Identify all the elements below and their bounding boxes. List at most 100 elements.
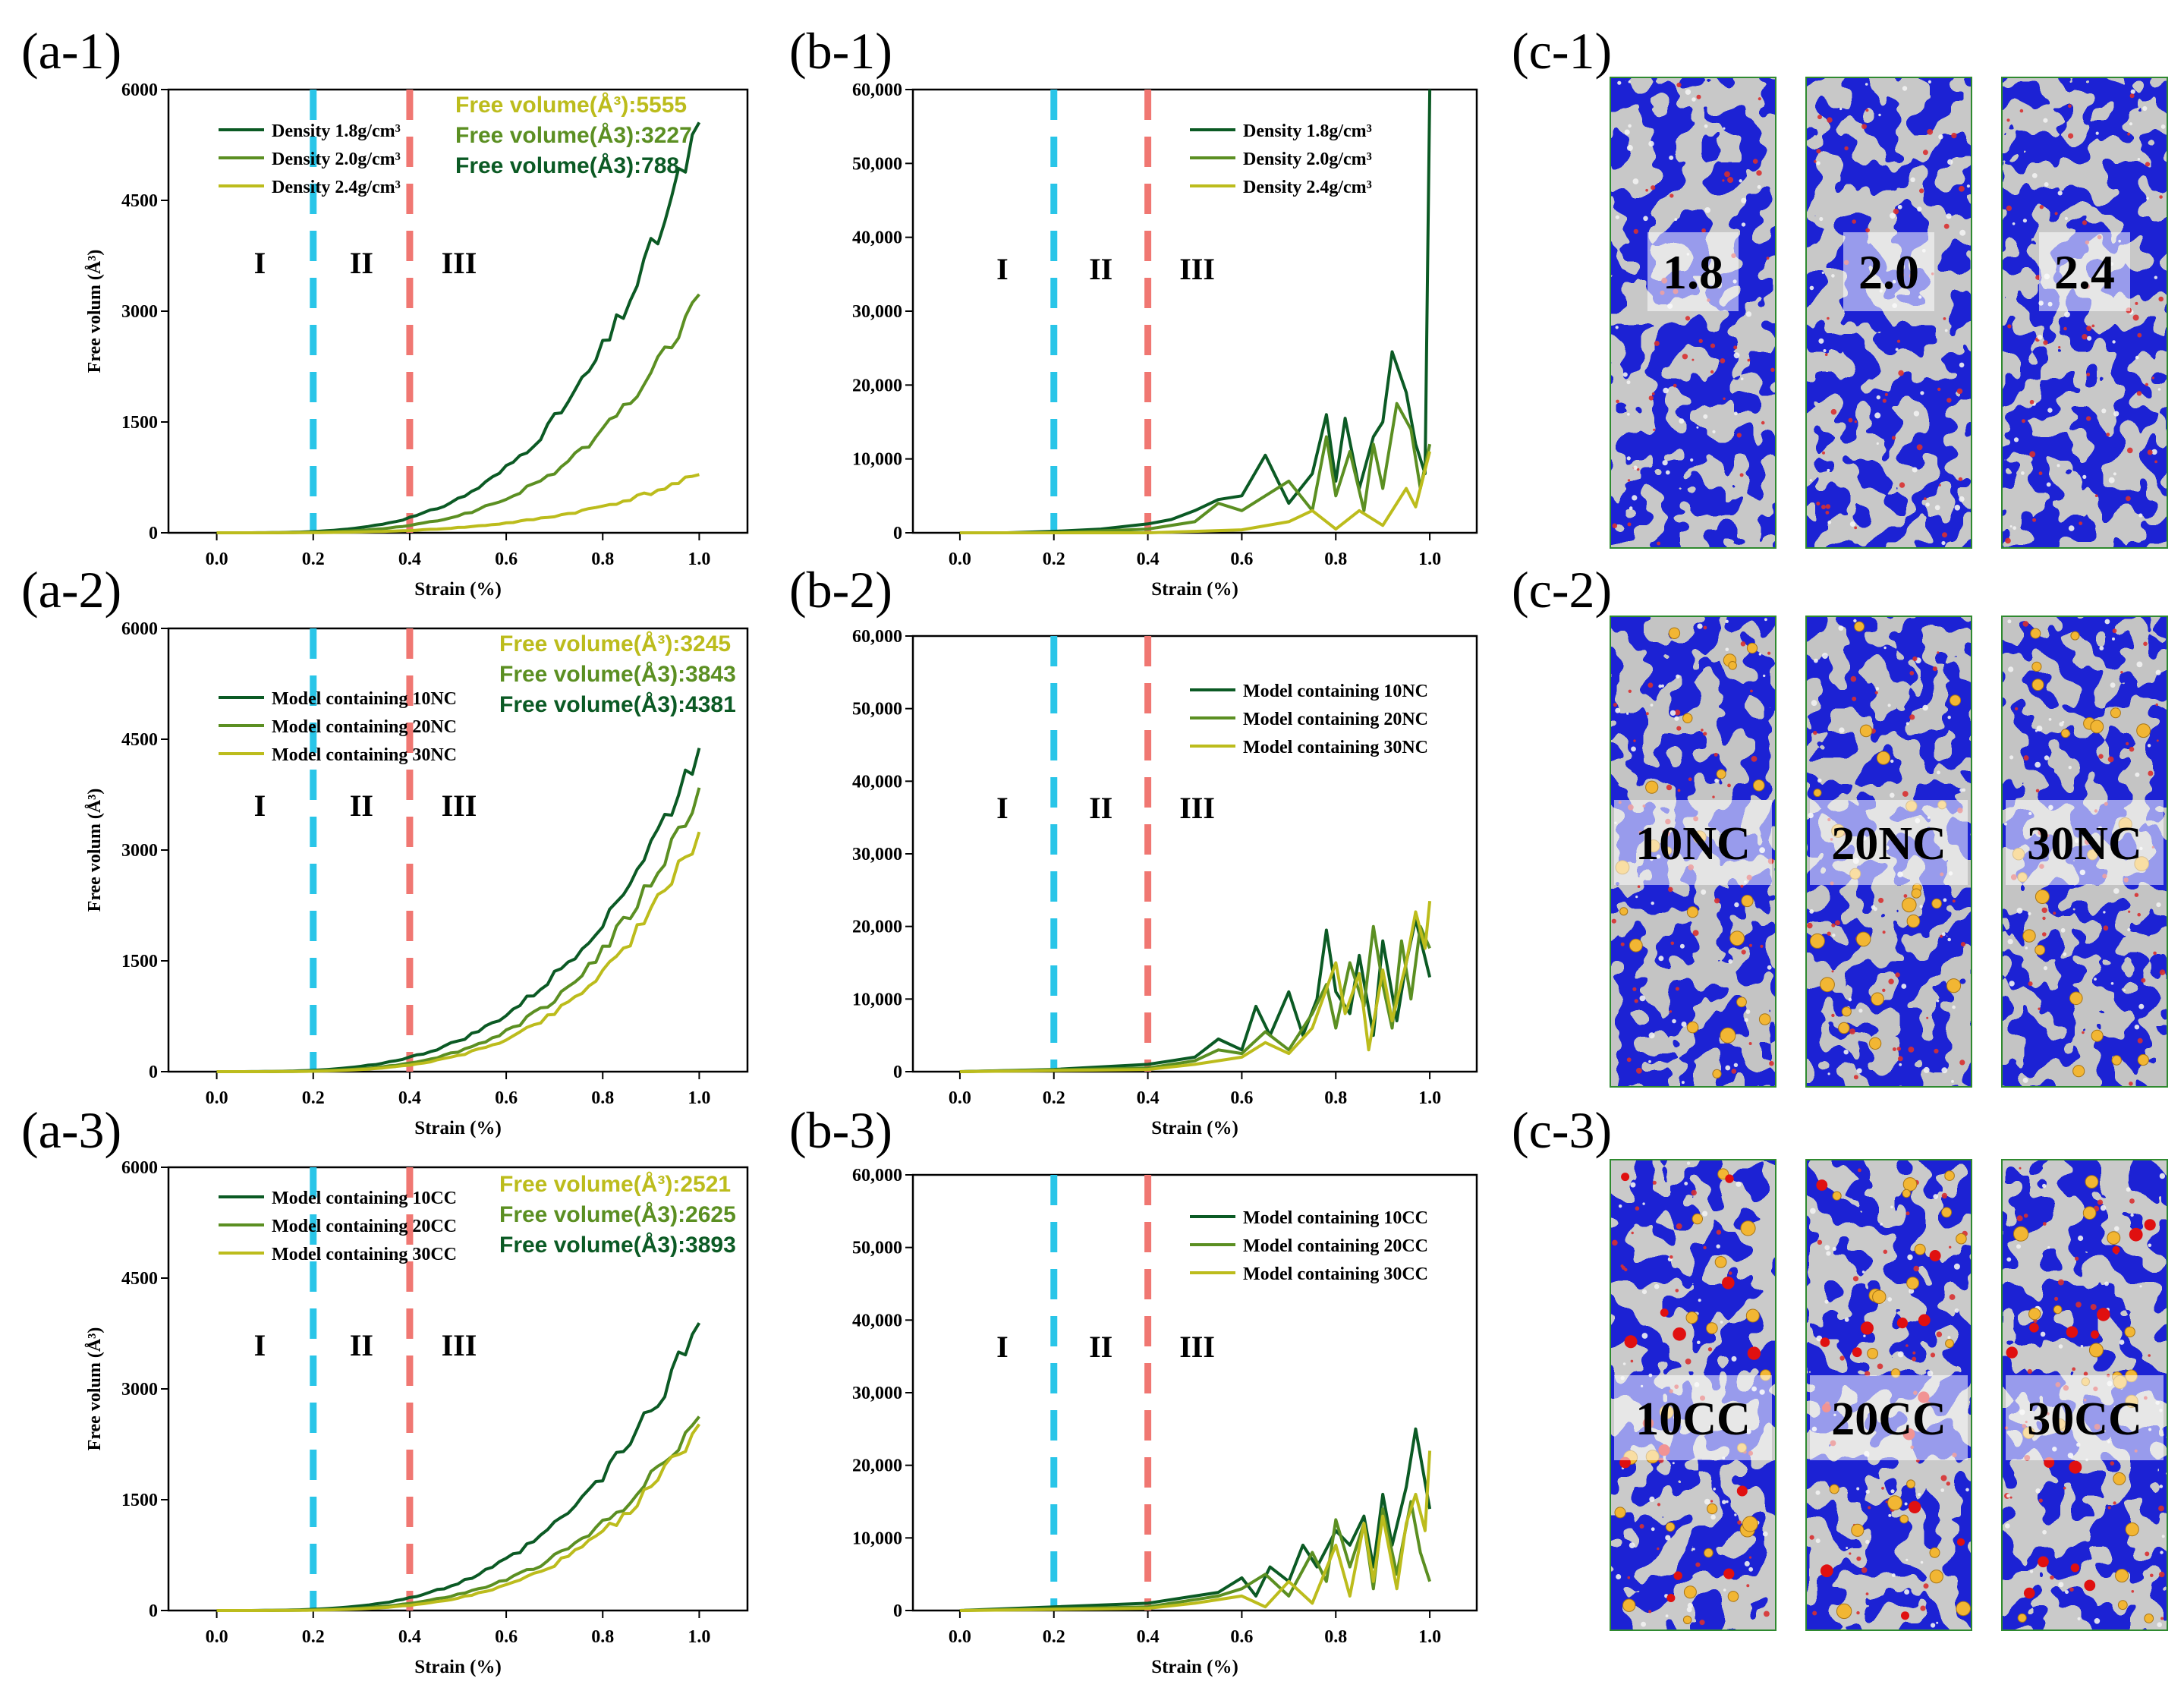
red-particle <box>2112 1245 2120 1254</box>
filler-particle <box>1813 789 1822 798</box>
atom-speckle <box>1832 1246 1836 1252</box>
atom-speckle <box>2040 1331 2046 1337</box>
region-label-2: II <box>350 789 373 823</box>
atom-speckle <box>1922 150 1928 156</box>
atom-speckle <box>1714 752 1718 757</box>
filler-particle <box>1859 724 1873 738</box>
atom-speckle <box>1883 1249 1888 1255</box>
atom-speckle <box>1626 413 1630 416</box>
red-particle <box>1901 1611 1909 1620</box>
filler-particle <box>1956 1233 1967 1245</box>
y-tick-label: 30,000 <box>852 1384 902 1403</box>
legend-label: Density 2.0g/cm³ <box>272 150 401 169</box>
atom-speckle <box>2029 451 2036 458</box>
atom-speckle <box>1893 208 1899 215</box>
atom-speckle <box>2016 1244 2021 1249</box>
atom-speckle <box>2007 324 2012 329</box>
filler-particle <box>2088 1343 2104 1358</box>
atom-speckle <box>2015 707 2019 711</box>
atom-speckle <box>2136 661 2143 668</box>
atom-speckle <box>2156 739 2159 742</box>
filler-particle <box>1729 930 1745 946</box>
atom-speckle <box>2126 496 2131 502</box>
atom-speckle <box>1848 997 1852 1002</box>
red-particle <box>1820 1564 1833 1578</box>
atom-speckle <box>2157 1622 2162 1627</box>
atom-speckle <box>1934 1048 1939 1053</box>
atom-speckle <box>1813 730 1817 735</box>
atom-speckle <box>2047 408 2053 413</box>
atom-speckle <box>2119 1340 2125 1345</box>
x-axis-label: Strain (%) <box>1151 579 1238 600</box>
atom-speckle <box>1854 526 1858 530</box>
filler-particle <box>2125 1522 2139 1537</box>
atom-speckle <box>1648 1032 1655 1039</box>
y-tick-label: 4500 <box>121 730 158 750</box>
filler-particle <box>1704 1548 1714 1558</box>
x-tick-label: 0.0 <box>206 1627 228 1647</box>
atom-speckle <box>1725 647 1729 652</box>
legend-label: Model containing 10NC <box>272 689 457 709</box>
snapshot-label: 1.8 <box>1663 245 1723 299</box>
x-tick-label: 0.4 <box>1137 1088 1160 1108</box>
red-particle <box>2091 1330 2099 1339</box>
y-tick-label: 60,000 <box>852 627 902 647</box>
atom-speckle <box>2006 118 2010 122</box>
legend-label: Density 2.4g/cm³ <box>1243 178 1372 197</box>
atom-speckle <box>1934 505 1940 511</box>
atom-speckle <box>1701 889 1707 895</box>
atom-speckle <box>1849 1028 1855 1034</box>
atom-speckle <box>1826 1251 1831 1256</box>
atom-speckle <box>1844 1317 1849 1322</box>
atom-speckle <box>1865 228 1871 233</box>
atom-speckle <box>2137 332 2142 338</box>
atom-speckle <box>2095 131 2099 135</box>
atom-speckle <box>1809 285 1814 291</box>
atom-speckle <box>2159 1485 2164 1488</box>
panel-label: (b-2) <box>789 561 892 619</box>
x-tick-label: 0.4 <box>398 1088 421 1108</box>
atom-speckle <box>1923 1583 1929 1589</box>
atom-speckle <box>1940 934 1943 938</box>
atom-speckle <box>1905 1558 1909 1561</box>
panel-label: (a-1) <box>21 22 121 80</box>
atom-speckle <box>1684 1182 1688 1185</box>
atom-speckle <box>1739 179 1742 183</box>
filler-particle <box>1706 1322 1718 1334</box>
atom-speckle <box>1630 1359 1634 1363</box>
label-band <box>2039 232 2130 311</box>
y-tick-label: 50,000 <box>852 700 902 719</box>
atom-speckle <box>1710 370 1714 374</box>
atom-speckle <box>1937 770 1940 775</box>
atom-speckle <box>2038 471 2043 476</box>
region-label-2: II <box>1089 1330 1112 1364</box>
y-tick-label: 6000 <box>121 1158 158 1178</box>
atom-speckle <box>1959 229 1966 236</box>
region-label-2: II <box>1089 252 1112 286</box>
atom-speckle <box>1949 1245 1952 1249</box>
atom-speckle <box>1882 930 1886 934</box>
region-label-3: III <box>442 246 477 280</box>
filler-particle <box>2085 1175 2099 1189</box>
atom-speckle <box>1895 348 1899 351</box>
atom-speckle <box>2027 1368 2032 1374</box>
filler-particle <box>1867 1348 1879 1359</box>
atom-speckle <box>1878 113 1881 117</box>
atom-speckle <box>1752 159 1758 164</box>
atom-speckle <box>2006 1257 2012 1262</box>
atom-speckle <box>2077 1617 2081 1620</box>
filler-particle <box>2117 1600 2128 1611</box>
x-tick-label: 0.0 <box>949 549 971 569</box>
atom-speckle <box>2097 1199 2104 1205</box>
atom-speckle <box>1876 395 1880 400</box>
atom-speckle <box>2006 1494 2010 1498</box>
atom-speckle <box>1863 1334 1866 1337</box>
red-particle <box>2006 1346 2018 1359</box>
filler-particle <box>1619 907 1629 916</box>
atom-speckle <box>2135 301 2138 305</box>
atom-speckle <box>2063 952 2067 956</box>
x-tick-label: 0.6 <box>495 1627 518 1647</box>
atom-speckle <box>2159 969 2166 975</box>
snapshot-label: 20NC <box>1831 818 1946 870</box>
atom-speckle <box>2138 1003 2145 1009</box>
